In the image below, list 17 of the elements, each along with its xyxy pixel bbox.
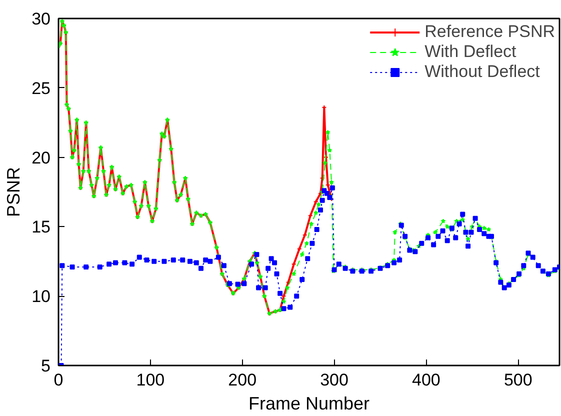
legend-label: Without Deflect xyxy=(424,62,540,82)
x-tick-label: 400 xyxy=(412,370,440,390)
x-tick-label: 100 xyxy=(136,370,165,390)
x-tick-label: 500 xyxy=(504,370,532,390)
x-tick-label: 300 xyxy=(320,370,348,390)
y-tick-label: 15 xyxy=(32,218,51,237)
x-axis-title: Frame Number xyxy=(248,394,370,414)
y-tick-label: 30 xyxy=(32,10,51,28)
y-tick-label: 10 xyxy=(32,287,51,306)
y-tick-label: 5 xyxy=(41,356,51,376)
x-tick-label: 200 xyxy=(228,370,257,390)
legend-label: With Deflect xyxy=(424,42,516,62)
y-tick-label: 20 xyxy=(32,148,51,168)
x-tick-label: 0 xyxy=(54,370,64,390)
y-axis-title: PSNR xyxy=(4,166,24,218)
y-tick-label: 25 xyxy=(32,78,51,98)
legend-label: Reference PSNR xyxy=(424,22,555,42)
